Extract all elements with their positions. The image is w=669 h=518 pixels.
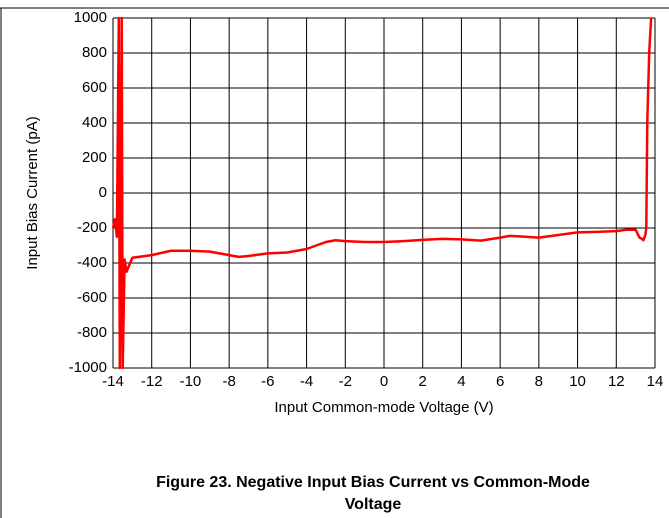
x-axis-label: Input Common-mode Voltage (V)	[274, 399, 493, 416]
x-tick-label: 12	[608, 373, 625, 390]
x-tick-label: -4	[300, 373, 313, 390]
y-tick-label: -400	[77, 254, 107, 271]
y-tick-label: 600	[82, 79, 107, 96]
y-tick-label: 800	[82, 44, 107, 61]
x-tick-label: 2	[419, 373, 427, 390]
x-tick-label: 8	[535, 373, 543, 390]
y-tick-label: -800	[77, 324, 107, 341]
x-tick-label: -14	[102, 373, 124, 390]
x-tick-label: 10	[569, 373, 586, 390]
x-tick-label: -6	[261, 373, 274, 390]
x-tick-label: 6	[496, 373, 504, 390]
y-tick-label: -600	[77, 289, 107, 306]
y-axis-label: Input Bias Current (pA)	[24, 116, 41, 269]
x-tick-label: 4	[457, 373, 465, 390]
y-tick-label: -200	[77, 219, 107, 236]
caption: Voltage	[345, 496, 402, 513]
y-tick-label: 400	[82, 114, 107, 131]
x-tick-label: -12	[141, 373, 163, 390]
x-tick-label: -10	[180, 373, 202, 390]
y-tick-label: 200	[82, 149, 107, 166]
x-tick-label: 14	[647, 373, 664, 390]
caption: Figure 23. Negative Input Bias Current v…	[156, 474, 590, 491]
data-line	[111, 16, 653, 370]
x-tick-label: 0	[380, 373, 388, 390]
y-tick-label: 1000	[74, 9, 107, 26]
x-tick-label: -2	[339, 373, 352, 390]
y-tick-label: -1000	[69, 359, 107, 376]
y-tick-label: 0	[99, 184, 107, 201]
x-tick-label: -8	[222, 373, 235, 390]
